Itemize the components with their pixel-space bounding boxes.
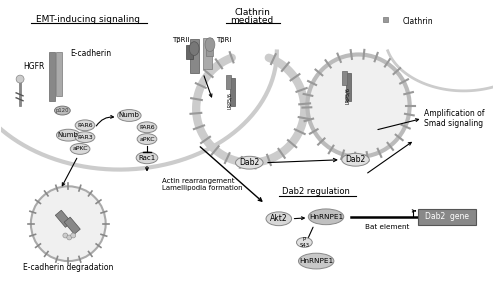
Circle shape bbox=[31, 186, 106, 261]
Text: LRP5/6: LRP5/6 bbox=[345, 87, 350, 104]
Circle shape bbox=[67, 235, 71, 240]
Bar bbox=[226, 75, 230, 89]
Text: LRP5/6: LRP5/6 bbox=[227, 92, 232, 109]
Text: p120: p120 bbox=[56, 108, 69, 113]
Text: Actin rearrangement
Lamellipodia formation: Actin rearrangement Lamellipodia formati… bbox=[162, 178, 242, 191]
Text: E-cadherin: E-cadherin bbox=[70, 49, 112, 58]
Ellipse shape bbox=[308, 209, 344, 225]
Bar bbox=[19, 76, 21, 106]
Bar bbox=[56, 210, 72, 227]
Bar bbox=[190, 39, 199, 73]
Text: Bat element: Bat element bbox=[365, 224, 409, 230]
Text: S43: S43 bbox=[300, 243, 310, 248]
Text: PAR6: PAR6 bbox=[139, 125, 155, 130]
Circle shape bbox=[70, 233, 76, 238]
Text: Clathrin: Clathrin bbox=[234, 8, 270, 17]
Circle shape bbox=[63, 233, 68, 238]
Ellipse shape bbox=[298, 253, 334, 269]
Ellipse shape bbox=[296, 238, 312, 247]
Ellipse shape bbox=[137, 134, 157, 144]
Text: Dab2: Dab2 bbox=[346, 155, 366, 164]
Ellipse shape bbox=[75, 132, 95, 142]
Text: E-cadherin degradation: E-cadherin degradation bbox=[23, 264, 114, 273]
Circle shape bbox=[308, 55, 410, 157]
Text: Numb: Numb bbox=[58, 132, 78, 138]
Text: aPKC: aPKC bbox=[139, 137, 155, 142]
Text: TβRI: TβRI bbox=[216, 37, 231, 43]
Text: HnRNPE1: HnRNPE1 bbox=[299, 258, 333, 264]
Ellipse shape bbox=[118, 110, 141, 121]
Text: P: P bbox=[303, 237, 306, 242]
Text: Clathrin: Clathrin bbox=[403, 16, 434, 25]
Bar bbox=[56, 51, 62, 96]
Bar bbox=[186, 45, 193, 60]
Bar bbox=[48, 51, 54, 101]
Ellipse shape bbox=[342, 153, 369, 166]
Bar bbox=[418, 209, 476, 225]
Ellipse shape bbox=[236, 156, 263, 169]
Bar bbox=[346, 73, 350, 101]
Ellipse shape bbox=[136, 152, 158, 164]
Text: Dab2: Dab2 bbox=[239, 158, 260, 167]
Text: mediated: mediated bbox=[230, 16, 274, 25]
Bar bbox=[230, 78, 234, 106]
Ellipse shape bbox=[266, 212, 291, 226]
Ellipse shape bbox=[137, 122, 157, 133]
Bar bbox=[342, 71, 346, 85]
Ellipse shape bbox=[190, 42, 199, 55]
Text: Akt2: Akt2 bbox=[270, 214, 287, 223]
Bar bbox=[64, 217, 80, 234]
Text: HnRNPE1: HnRNPE1 bbox=[309, 214, 343, 220]
Text: Dab2 regulation: Dab2 regulation bbox=[282, 187, 350, 196]
Text: EMT-inducing signaling: EMT-inducing signaling bbox=[36, 14, 140, 24]
Text: HGFR: HGFR bbox=[23, 62, 44, 71]
Text: aPKC: aPKC bbox=[72, 147, 88, 151]
Text: TβRII: TβRII bbox=[172, 37, 190, 43]
Bar bbox=[203, 38, 212, 69]
Text: Amplification of
Smad signaling: Amplification of Smad signaling bbox=[424, 109, 485, 128]
Text: PAR3: PAR3 bbox=[77, 135, 93, 140]
Text: PAR6: PAR6 bbox=[77, 123, 93, 128]
Bar bbox=[383, 17, 388, 22]
Text: Numb: Numb bbox=[119, 112, 140, 118]
Bar bbox=[206, 44, 213, 56]
Ellipse shape bbox=[205, 38, 215, 51]
Ellipse shape bbox=[54, 106, 70, 115]
Ellipse shape bbox=[75, 120, 95, 131]
Text: Dab2  gene: Dab2 gene bbox=[425, 212, 469, 221]
Ellipse shape bbox=[56, 129, 80, 141]
Text: Rac1: Rac1 bbox=[138, 155, 156, 161]
Ellipse shape bbox=[70, 144, 90, 154]
Circle shape bbox=[16, 75, 24, 83]
